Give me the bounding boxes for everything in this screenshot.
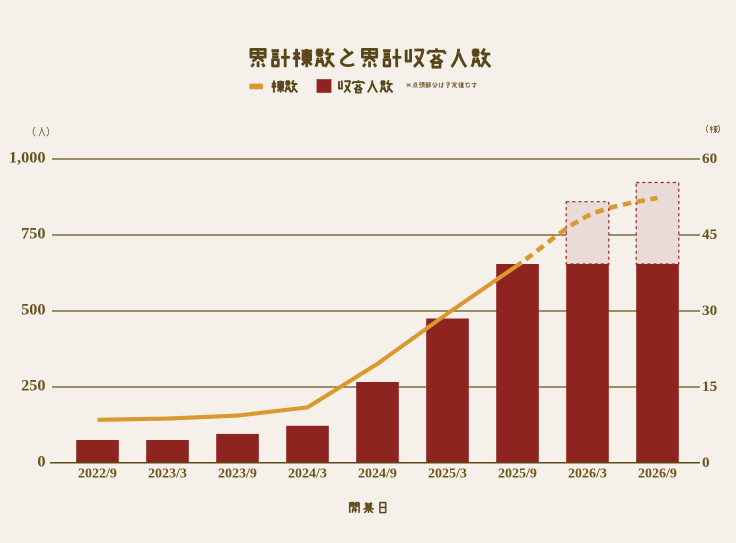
svg-text:15: 15 — [702, 378, 718, 395]
svg-text:2026/9: 2026/9 — [638, 466, 677, 481]
svg-text:45: 45 — [702, 226, 718, 243]
svg-text:250: 250 — [21, 376, 45, 395]
svg-text:60: 60 — [702, 150, 718, 167]
svg-text:0: 0 — [37, 452, 45, 471]
svg-text:2026/3: 2026/3 — [568, 466, 607, 481]
svg-text:750: 750 — [21, 224, 45, 243]
svg-text:2025/9: 2025/9 — [498, 466, 537, 481]
svg-text:2022/9: 2022/9 — [78, 466, 117, 481]
svg-text:2024/3: 2024/3 — [288, 466, 327, 481]
svg-text:2023/9: 2023/9 — [218, 466, 257, 481]
svg-text:0: 0 — [702, 454, 710, 471]
svg-text:2023/3: 2023/3 — [148, 466, 187, 481]
svg-text:2025/3: 2025/3 — [428, 466, 467, 481]
svg-text:1,000: 1,000 — [9, 148, 46, 167]
svg-text:500: 500 — [21, 300, 45, 319]
svg-text:2024/9: 2024/9 — [358, 466, 397, 481]
svg-text:30: 30 — [702, 302, 718, 319]
